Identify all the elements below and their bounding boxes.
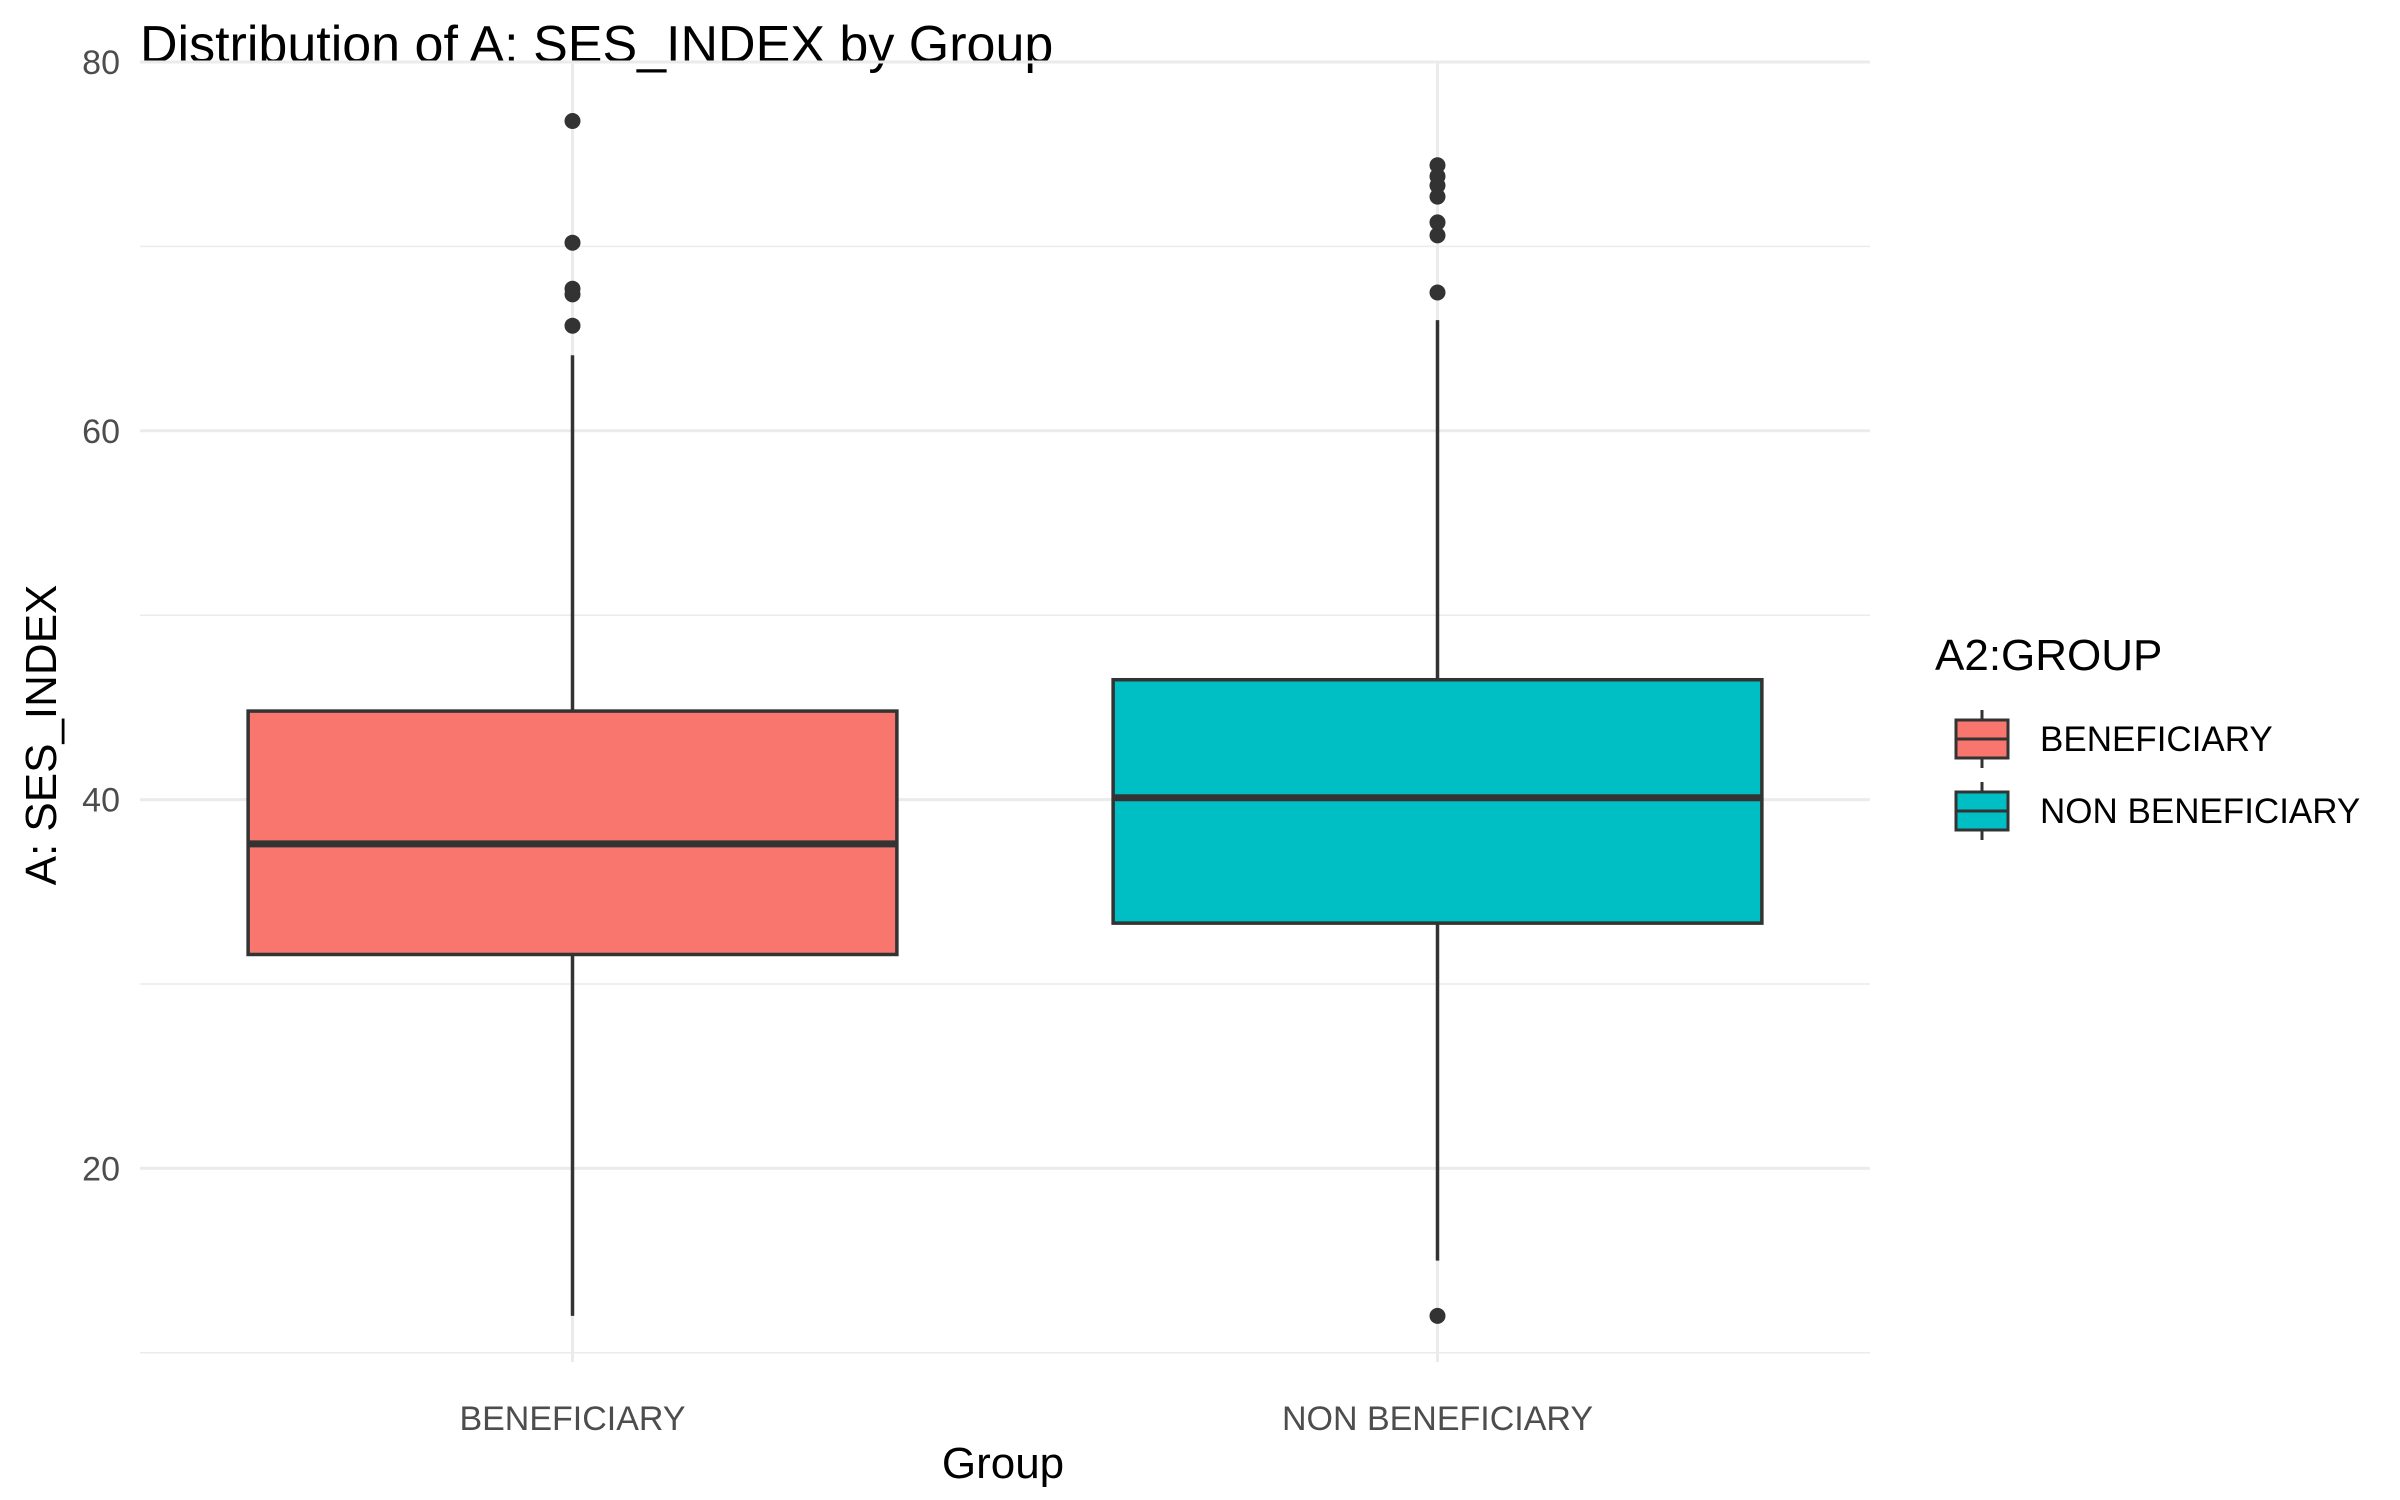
y-axis-title: A: SES_INDEX: [17, 585, 66, 886]
y-tick-label: 40: [82, 782, 120, 820]
outlier-point: [1429, 188, 1446, 205]
outlier-point: [1429, 227, 1446, 244]
boxes-layer: [246, 113, 1764, 1324]
outlier-point: [1429, 157, 1446, 174]
legend-entry: NON BENEFICIARY: [1954, 782, 2360, 840]
outlier-point: [564, 280, 581, 297]
outlier-point: [1429, 284, 1446, 301]
tick-labels: 20 40 60 80 BENEFICIARY NON BENEFICIARY: [82, 44, 1593, 1438]
legend-label: BENEFICIARY: [2040, 720, 2273, 759]
box-group: [1111, 157, 1764, 1324]
y-tick-label: 60: [82, 413, 120, 451]
y-tick-label: 80: [82, 44, 120, 82]
outlier-point: [1429, 1307, 1446, 1324]
x-tick-label: NON BENEFICIARY: [1282, 1400, 1593, 1438]
box-group: [246, 113, 899, 1316]
y-tick-label: 20: [82, 1150, 120, 1188]
outlier-point: [564, 113, 581, 130]
legend-entry: BENEFICIARY: [1954, 710, 2273, 768]
outlier-point: [564, 317, 581, 334]
chart-title: Distribution of A: SES_INDEX by Group: [140, 16, 1053, 74]
box-iqr: [1111, 677, 1764, 925]
outlier-point: [1429, 168, 1446, 185]
legend: A2:GROUP BENEFICIARY NON BENEFICIARY: [1935, 631, 2360, 840]
box-iqr: [246, 709, 899, 957]
outlier-point: [564, 234, 581, 251]
x-tick-label: BENEFICIARY: [459, 1400, 685, 1438]
x-axis-title: Group: [942, 1439, 1064, 1488]
legend-title: A2:GROUP: [1935, 631, 2162, 680]
legend-label: NON BENEFICIARY: [2040, 792, 2360, 831]
outlier-point: [1429, 214, 1446, 231]
